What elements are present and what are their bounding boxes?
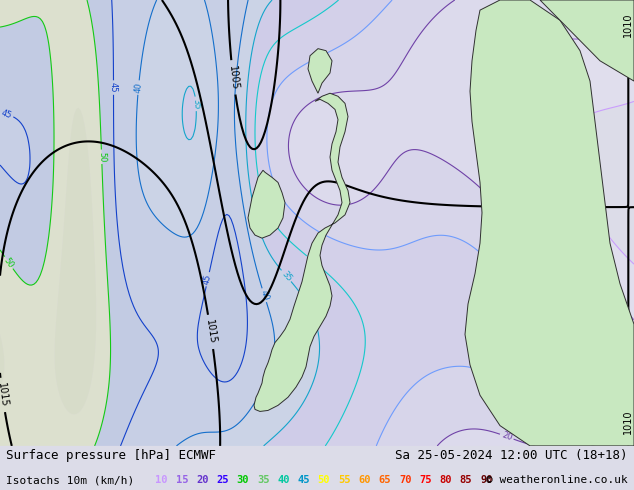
Text: 80: 80 — [439, 475, 452, 485]
Text: 45: 45 — [109, 82, 118, 93]
Text: 10: 10 — [155, 475, 168, 485]
Text: 45: 45 — [202, 273, 213, 285]
Text: 10: 10 — [585, 205, 598, 219]
Text: Sa 25-05-2024 12:00 UTC (18+18): Sa 25-05-2024 12:00 UTC (18+18) — [395, 449, 628, 462]
Text: © weatheronline.co.uk: © weatheronline.co.uk — [486, 475, 628, 485]
Text: 1010: 1010 — [623, 12, 633, 37]
Text: 15: 15 — [176, 475, 188, 485]
Text: 65: 65 — [378, 475, 391, 485]
Text: 40: 40 — [277, 475, 290, 485]
Polygon shape — [248, 170, 285, 238]
Text: 35: 35 — [280, 269, 293, 283]
Text: 90: 90 — [480, 475, 493, 485]
Text: 1015: 1015 — [204, 319, 217, 345]
Text: 20: 20 — [532, 251, 545, 265]
Text: 20: 20 — [500, 431, 514, 442]
Text: Surface pressure [hPa] ECMWF: Surface pressure [hPa] ECMWF — [6, 449, 216, 462]
Text: 45: 45 — [0, 108, 13, 120]
Text: 1015: 1015 — [0, 382, 9, 408]
Polygon shape — [465, 0, 634, 446]
Text: 25: 25 — [216, 475, 229, 485]
Text: Isotachs 10m (km/h): Isotachs 10m (km/h) — [6, 475, 134, 485]
Text: 30: 30 — [563, 364, 577, 377]
Text: 50: 50 — [2, 256, 15, 270]
Text: 75: 75 — [419, 475, 432, 485]
Text: 1005: 1005 — [227, 65, 240, 90]
Text: 25: 25 — [313, 50, 327, 63]
Text: 1010: 1010 — [623, 409, 633, 434]
Text: 35: 35 — [191, 98, 201, 109]
Text: 50: 50 — [97, 151, 107, 162]
Text: 45: 45 — [297, 475, 310, 485]
Text: 85: 85 — [460, 475, 472, 485]
Text: 50: 50 — [318, 475, 330, 485]
Text: 40: 40 — [134, 82, 143, 93]
Text: 30: 30 — [306, 254, 320, 268]
Text: 55: 55 — [338, 475, 351, 485]
Polygon shape — [540, 0, 634, 81]
Text: 30: 30 — [236, 475, 249, 485]
Text: 40: 40 — [259, 289, 270, 301]
Text: 20: 20 — [196, 475, 209, 485]
Polygon shape — [254, 93, 350, 412]
Text: 35: 35 — [257, 475, 269, 485]
Text: 60: 60 — [358, 475, 371, 485]
Text: 15: 15 — [532, 193, 545, 206]
Text: 70: 70 — [399, 475, 411, 485]
Polygon shape — [308, 49, 332, 93]
